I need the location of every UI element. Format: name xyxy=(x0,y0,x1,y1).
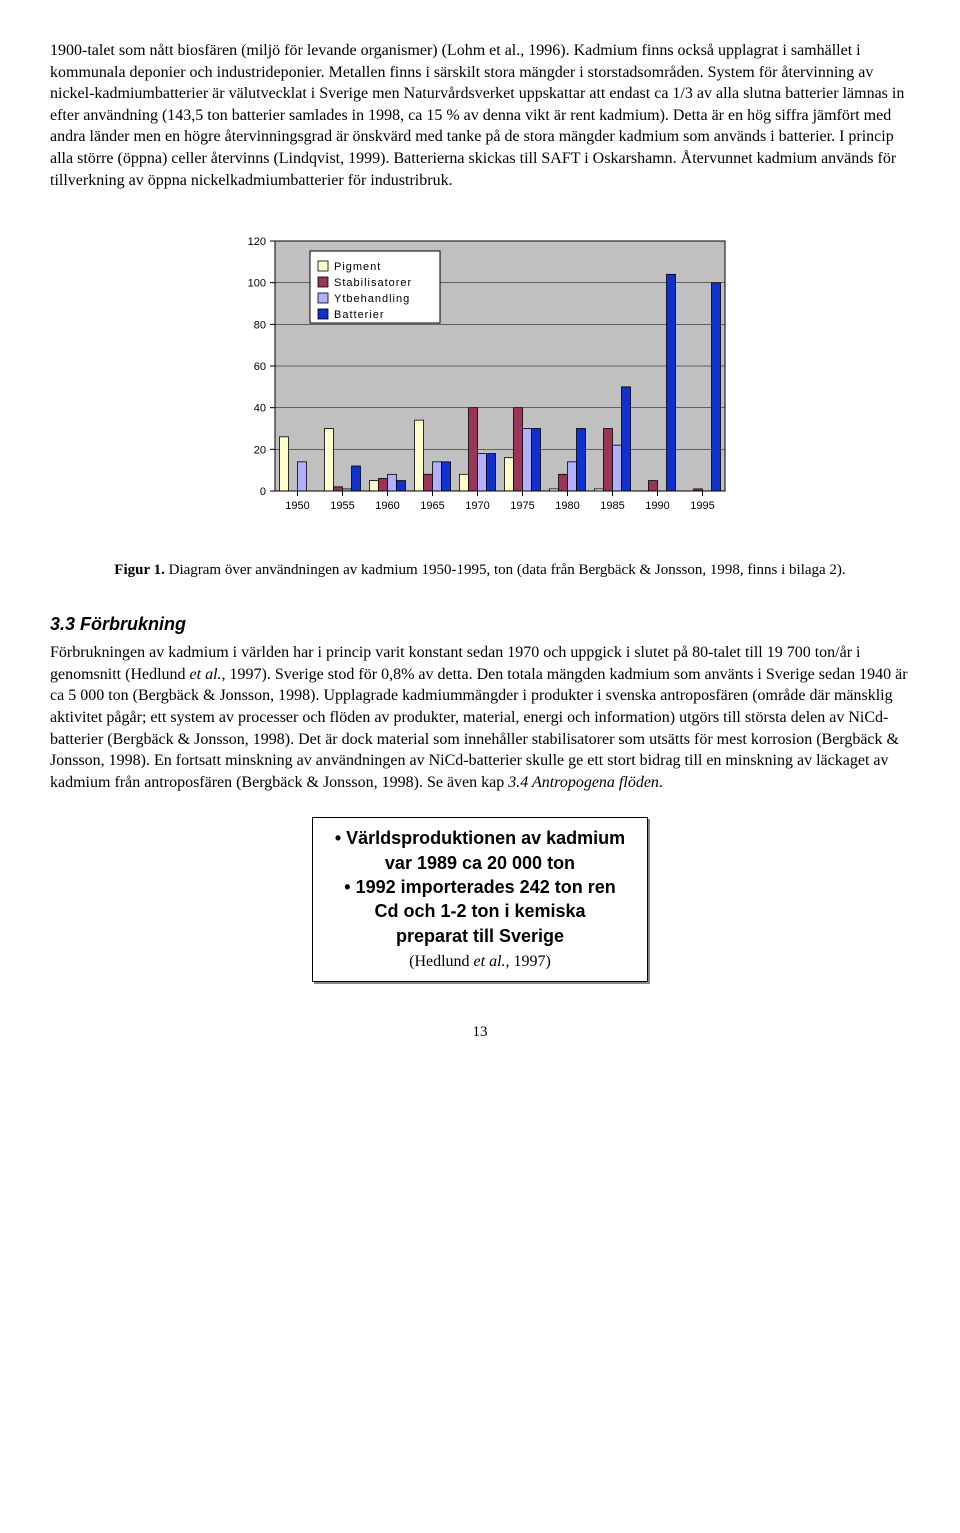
svg-text:1955: 1955 xyxy=(330,500,354,512)
svg-text:0: 0 xyxy=(260,486,266,498)
svg-text:1990: 1990 xyxy=(645,500,669,512)
p2-d: 3.4 Antropogena flöden xyxy=(508,774,659,791)
page-number: 13 xyxy=(50,1022,910,1042)
box-ref-b: et al. xyxy=(474,953,506,970)
svg-text:1995: 1995 xyxy=(690,500,714,512)
p2-c: , 1997). Sverige stod för 0,8% av detta.… xyxy=(50,666,908,791)
section-number: 3.3 xyxy=(50,614,75,634)
svg-text:40: 40 xyxy=(254,403,266,415)
paragraph-consumption: Förbrukningen av kadmium i världen har i… xyxy=(50,642,910,793)
section-name: Förbrukning xyxy=(75,614,186,634)
svg-text:60: 60 xyxy=(254,361,266,373)
caption-label: Figur 1. xyxy=(114,562,165,578)
chart-container: 0 20 40 60 80 100 120 1950 1955 1960 1965 1970 1975 1… xyxy=(220,231,740,548)
box-ref-c: , 1997) xyxy=(506,953,551,970)
svg-text:Pigment: Pigment xyxy=(334,261,381,273)
svg-text:1975: 1975 xyxy=(510,500,534,512)
svg-text:1970: 1970 xyxy=(465,500,489,512)
kadmium-chart: 0 20 40 60 80 100 120 1950 1955 1960 1965 1970 1975 1… xyxy=(220,231,740,541)
svg-text:20: 20 xyxy=(254,444,266,456)
facts-box: • Världsproduktionen av kadmium var 1989… xyxy=(312,817,648,981)
section-heading: 3.3 Förbrukning xyxy=(50,612,910,636)
box-line3: 1992 importerades 242 ton ren xyxy=(356,877,616,897)
box-line1: Världsproduktionen av kadmium xyxy=(346,828,625,848)
caption-text: Diagram över användningen av kadmium 195… xyxy=(165,562,846,578)
svg-text:1960: 1960 xyxy=(375,500,399,512)
p2-e: . xyxy=(659,774,663,791)
svg-text:Ytbehandling: Ytbehandling xyxy=(334,293,410,305)
svg-text:1950: 1950 xyxy=(285,500,309,512)
p2-b: et al. xyxy=(190,666,222,683)
box-line4: Cd och 1-2 ton i kemiska xyxy=(374,901,585,921)
figure-caption: Figur 1. Diagram över användningen av ka… xyxy=(50,560,910,580)
svg-text:Stabilisatorer: Stabilisatorer xyxy=(334,277,412,289)
svg-text:80: 80 xyxy=(254,319,266,331)
svg-text:1980: 1980 xyxy=(555,500,579,512)
paragraph-intro: 1900-talet som nått biosfären (miljö för… xyxy=(50,40,910,191)
facts-box-container: • Världsproduktionen av kadmium var 1989… xyxy=(50,817,910,981)
svg-text:1985: 1985 xyxy=(600,500,624,512)
svg-text:Batterier: Batterier xyxy=(334,309,385,321)
svg-text:120: 120 xyxy=(248,236,266,248)
box-ref-a: (Hedlund xyxy=(409,953,473,970)
box-line2: var 1989 ca 20 000 ton xyxy=(385,853,575,873)
box-line5: preparat till Sverige xyxy=(396,926,564,946)
svg-text:100: 100 xyxy=(248,278,266,290)
svg-text:1965: 1965 xyxy=(420,500,444,512)
